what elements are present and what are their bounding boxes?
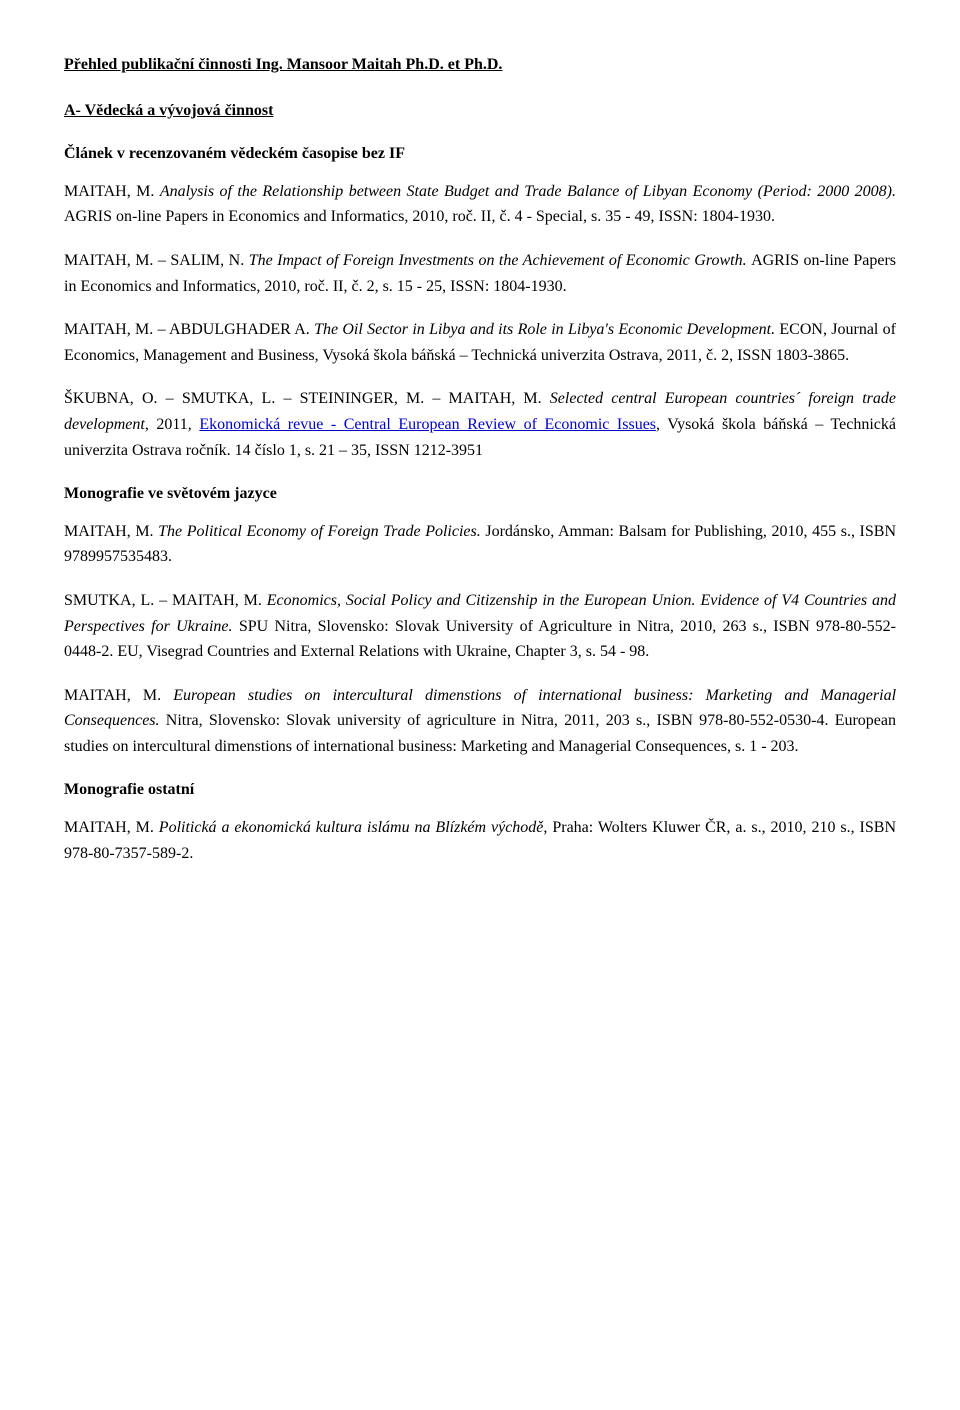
pub-entry-2: MAITAH, M. – SALIM, N. The Impact of For… [64, 248, 896, 299]
pub-sep: , 2011, [145, 416, 200, 433]
pub-title: The Impact of Foreign Investments on the… [249, 252, 751, 269]
subheading-clanek: Článek v recenzovaném vědeckém časopise … [64, 141, 896, 167]
pub-authors: SMUTKA, L. – MAITAH, M. [64, 592, 267, 609]
pub-entry-8: MAITAH, M. Politická a ekonomická kultur… [64, 815, 896, 866]
pub-entry-4: ŠKUBNA, O. – SMUTKA, L. – STEININGER, M.… [64, 386, 896, 463]
pub-title: Analysis of the Relationship between Sta… [160, 183, 896, 200]
pub-title: Politická a ekonomická kultura islámu na… [159, 819, 553, 836]
pub-entry-3: MAITAH, M. – ABDULGHADER A. The Oil Sect… [64, 317, 896, 368]
section-a-heading: A- Vědecká a vývojová činnost [64, 98, 896, 124]
pub-entry-7: MAITAH, M. European studies on intercult… [64, 683, 896, 760]
pub-authors: MAITAH, M. – SALIM, N. [64, 252, 249, 269]
pub-authors: MAITAH, M. [64, 687, 173, 704]
pub-authors: MAITAH, M. [64, 183, 160, 200]
pub-title: The Oil Sector in Libya and its Role in … [314, 321, 779, 338]
document-title: Přehled publikační činnosti Ing. Mansoor… [64, 52, 896, 78]
pub-authors: MAITAH, M. – ABDULGHADER A. [64, 321, 314, 338]
pub-title: The Political Economy of Foreign Trade P… [158, 523, 485, 540]
pub-authors: ŠKUBNA, O. – SMUTKA, L. – STEININGER, M.… [64, 390, 550, 407]
pub-authors: MAITAH, M. [64, 819, 159, 836]
subheading-mono-world: Monografie ve světovém jazyce [64, 481, 896, 507]
pub-details: Nitra, Slovensko: Slovak university of a… [64, 712, 896, 755]
pub-entry-1: MAITAH, M. Analysis of the Relationship … [64, 179, 896, 230]
pub-entry-5: MAITAH, M. The Political Economy of Fore… [64, 519, 896, 570]
pub-details: AGRIS on-line Papers in Economics and In… [64, 208, 775, 225]
pub-entry-6: SMUTKA, L. – MAITAH, M. Economics, Socia… [64, 588, 896, 665]
subheading-mono-other: Monografie ostatní [64, 777, 896, 803]
journal-link[interactable]: Ekonomická revue - Central European Revi… [199, 416, 656, 433]
pub-authors: MAITAH, M. [64, 523, 158, 540]
